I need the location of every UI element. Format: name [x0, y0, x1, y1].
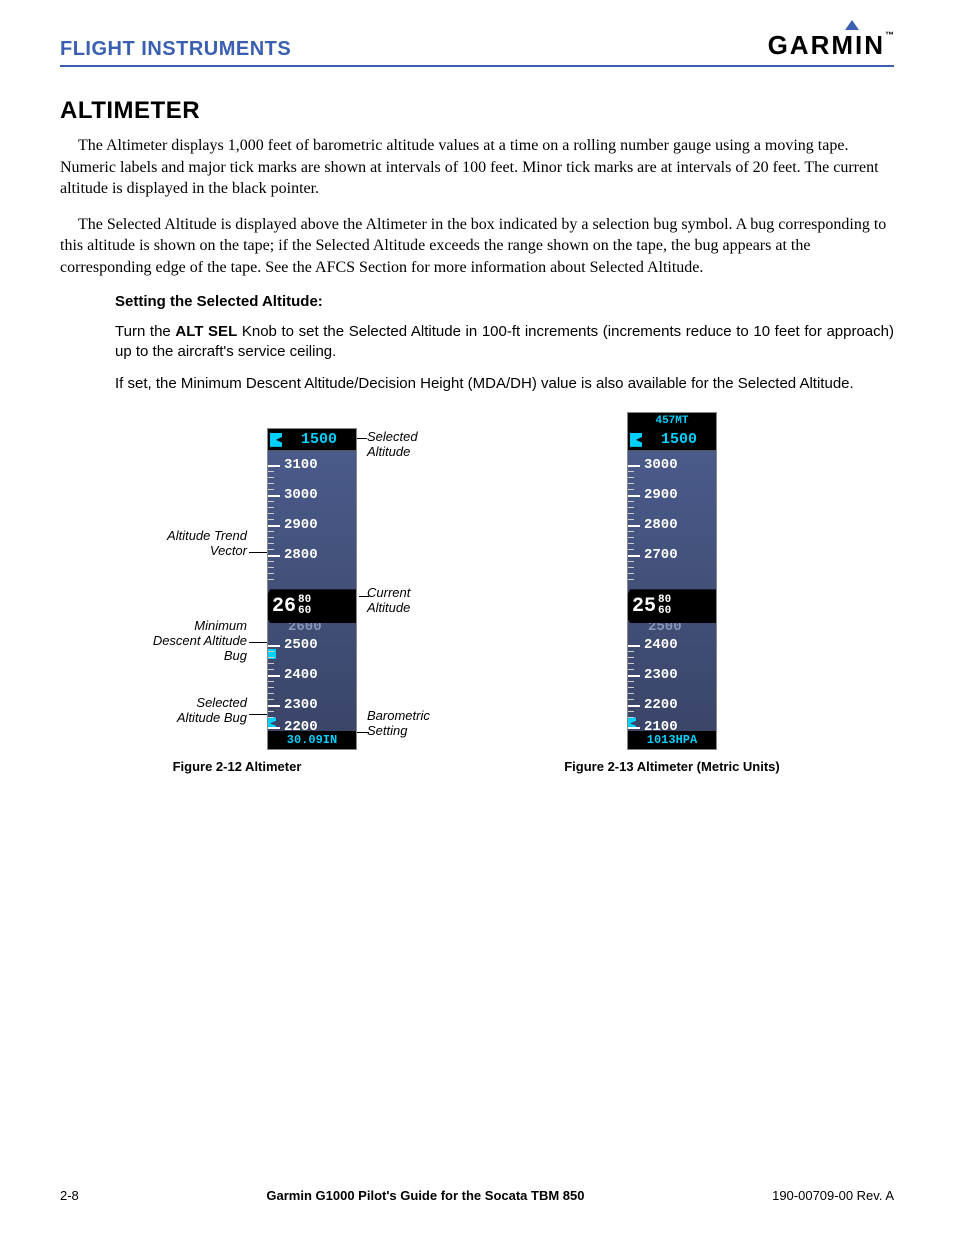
current-alt-pointer: 784MT 25 8060	[628, 589, 716, 623]
page-title: Altimeter	[60, 97, 894, 125]
logo-triangle-icon	[845, 20, 859, 30]
procedure-p1: Turn the ALT SEL Knob to set the Selecte…	[115, 322, 894, 363]
p1-a: Turn the	[115, 323, 175, 340]
selected-alt-box: 1500	[268, 429, 356, 451]
selected-alt-value: 1500	[642, 431, 716, 448]
page-footer: 2-8 Garmin G1000 Pilot's Guide for the S…	[60, 1188, 894, 1203]
figure-1: Selected Altitude Altitude Trend Vector …	[117, 424, 397, 804]
procedure-block: Setting the Selected Altitude: Turn the …	[115, 293, 894, 395]
tick-label: 2300	[644, 667, 678, 683]
callout-selected-alt: Selected Altitude	[367, 430, 418, 460]
lead-line	[359, 596, 369, 597]
current-alt-pointer: 26 8060	[268, 589, 356, 623]
tick-label: 2100	[644, 719, 678, 731]
callout-mda-bug: Minimum Descent Altitude Bug	[147, 619, 247, 664]
ptr-roll-bot: 60	[298, 606, 311, 617]
tick-label: 2800	[644, 517, 678, 533]
baro-setting: 1013HPA	[628, 731, 716, 749]
tick-label: 2300	[284, 697, 318, 713]
figure-2: 457MT 1500 3000 2900 2800 2700	[557, 424, 837, 804]
lead-line	[249, 642, 269, 643]
callout-trend-vector: Altitude Trend Vector	[157, 529, 247, 559]
altimeter-instrument: 1500 3100 3000 2900 2800	[267, 428, 357, 750]
ptr-roll-bot: 60	[658, 606, 671, 617]
tick-label: 2900	[284, 517, 318, 533]
altitude-tape: 3000 2900 2800 2700 784MT 25 8060 2500 2…	[628, 451, 716, 731]
altimeter-instrument-metric: 457MT 1500 3000 2900 2800 2700	[627, 412, 717, 750]
baro-setting: 30.09IN	[268, 731, 356, 749]
doc-title: Garmin G1000 Pilot's Guide for the Socat…	[266, 1188, 584, 1203]
tick-label: 3000	[644, 457, 678, 473]
para-1: The Altimeter displays 1,000 feet of bar…	[60, 135, 894, 200]
figure-caption: Figure 2-13 Altimeter (Metric Units)	[507, 759, 837, 774]
ptr-big: 25	[632, 595, 656, 618]
tick-label: 3000	[284, 487, 318, 503]
metric-top: 457MT	[628, 413, 716, 429]
tick-label: 2400	[284, 667, 318, 683]
doc-rev: 190-00709-00 Rev. A	[772, 1188, 894, 1203]
callout-current-alt: Current Altitude	[367, 586, 410, 616]
trademark: ™	[885, 30, 894, 40]
tick-label: 2200	[284, 719, 318, 731]
para-2: The Selected Altitude is displayed above…	[60, 214, 894, 279]
callout-sel-bug: Selected Altitude Bug	[157, 696, 247, 726]
p1-b: ALT SEL	[175, 323, 237, 340]
lead-line	[357, 732, 369, 733]
tick-label: 2800	[284, 547, 318, 563]
selected-alt-box: 1500	[628, 429, 716, 451]
brand-text: GARMIN	[768, 30, 885, 60]
tick-label: 2700	[644, 547, 678, 563]
lead-line	[249, 552, 269, 553]
tick-label: 2400	[644, 637, 678, 653]
figures-row: Selected Altitude Altitude Trend Vector …	[60, 424, 894, 804]
selected-alt-value: 1500	[282, 431, 356, 448]
figure-caption: Figure 2-12 Altimeter	[97, 759, 377, 774]
tick-label: 2200	[644, 697, 678, 713]
page-header: FLIGHT INSTRUMENTS GARMIN™	[60, 30, 894, 67]
section-name: FLIGHT INSTRUMENTS	[60, 38, 291, 61]
procedure-head: Setting the Selected Altitude:	[115, 293, 894, 310]
bug-icon	[270, 433, 282, 447]
bug-icon	[630, 433, 642, 447]
tick-label: 3100	[284, 457, 318, 473]
ptr-metric: 784MT	[686, 575, 716, 588]
altitude-tape: 3100 3000 2900 2800 26 8060 2600 2500	[268, 451, 356, 731]
lead-line	[249, 714, 269, 715]
tick-label: 2500	[284, 637, 318, 653]
brand-logo: GARMIN™	[768, 30, 894, 61]
callout-baro: Barometric Setting	[367, 709, 430, 739]
page-number: 2-8	[60, 1188, 79, 1203]
tick-label: 2900	[644, 487, 678, 503]
procedure-p2: If set, the Minimum Descent Altitude/Dec…	[115, 374, 894, 394]
ptr-big: 26	[272, 595, 296, 618]
